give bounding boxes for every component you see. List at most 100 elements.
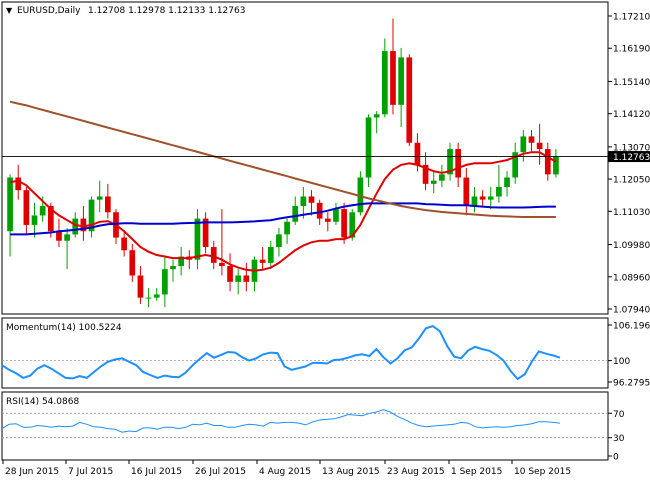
time-tick-label: 16 Jul 2015 [131, 467, 182, 477]
time-tick-label: 10 Sep 2015 [514, 467, 571, 477]
candle-body [227, 266, 233, 282]
candle-group [7, 18, 559, 308]
candle-body [479, 196, 486, 200]
candle-body [23, 190, 30, 225]
momentum-line [1, 324, 561, 381]
candle-body [439, 174, 445, 181]
price-tick-label: 1.15140 [613, 78, 650, 88]
moving-averages [9, 100, 557, 272]
candle-body [194, 218, 201, 260]
time-tick-label: 26 Jul 2015 [195, 467, 246, 477]
momentum-series [1, 324, 608, 381]
candle-body [398, 57, 404, 105]
candle-body [284, 221, 290, 235]
candle-body [300, 196, 307, 206]
candle-body [324, 218, 331, 222]
candle-body [333, 209, 339, 222]
current-price-label: 1.12763 [613, 153, 650, 163]
time-tick-label: 13 Aug 2015 [322, 467, 380, 477]
candle-body [308, 196, 315, 203]
candle-body [487, 196, 494, 200]
ohlc-readout: 1.12708 1.12978 1.12133 1.12763 [88, 6, 245, 16]
candle-body [129, 250, 136, 276]
candle-body [496, 186, 502, 197]
candle-body [276, 234, 282, 248]
candle-body [381, 51, 388, 115]
candle-body [64, 234, 70, 241]
momentum-panel-frame [1, 317, 609, 389]
candle-body [504, 177, 510, 187]
candle-body [373, 114, 380, 118]
candle-body [406, 57, 413, 143]
rsi-tick-label: 30 [613, 434, 625, 444]
candle-body [39, 205, 46, 216]
candle-body [56, 231, 62, 241]
candle-body [72, 218, 79, 235]
price-axis: 1.17210 1.16190 1.15140 1.14120 1.13070 1.120… [608, 13, 650, 316]
candle-body [316, 202, 323, 219]
price-tick-label: 1.08960 [613, 273, 650, 283]
candle-body [178, 256, 185, 267]
candle-body [471, 196, 478, 206]
time-axis: 28 Jun 2015 7 Jul 2015 16 Jul 2015 26 Jul 2… [2, 460, 571, 477]
candle-body [96, 196, 103, 200]
rsi-axis: 70 30 0 [608, 410, 625, 463]
expand-arrow-icon[interactable]: ▼ [6, 6, 13, 15]
candle-body [520, 136, 527, 153]
price-tick-label: 1.07940 [613, 306, 650, 316]
rsi-series [1, 409, 608, 439]
candle-body [137, 275, 144, 298]
momentum-tick-label: 100 [613, 357, 630, 367]
current-price-badge [608, 151, 650, 163]
candle-body [455, 149, 462, 178]
price-tick-label: 1.13070 [613, 143, 650, 153]
rsi-tick-label: 70 [613, 410, 625, 420]
candle-body [243, 275, 250, 282]
candle-body [202, 218, 209, 248]
price-tick-label: 1.16190 [613, 45, 650, 55]
candle-body [553, 156, 559, 175]
candle-body [349, 212, 356, 238]
candle-body [235, 275, 242, 282]
symbol-label: EURUSD,Daily [17, 6, 81, 16]
candle-body [104, 196, 111, 213]
time-tick-label: 28 Jun 2015 [5, 467, 59, 477]
candle-body [292, 205, 299, 222]
ma-mid-line [10, 202, 556, 236]
candle-body [512, 152, 519, 178]
candle-body [259, 259, 266, 263]
price-tick-label: 1.11030 [613, 208, 650, 218]
candle-body [528, 136, 535, 143]
candle-body [15, 177, 22, 191]
candle-body [463, 177, 470, 206]
candle-body [88, 199, 95, 232]
candle-body [390, 51, 396, 105]
candle-body [210, 247, 217, 263]
rsi-tick-label: 0 [613, 453, 619, 463]
time-tick-label: 23 Aug 2015 [387, 467, 445, 477]
candle-body [145, 297, 152, 299]
rsi-line [1, 409, 561, 433]
candle-body [422, 164, 429, 184]
candle-body [447, 149, 453, 175]
candle-body [121, 237, 127, 251]
candle-body [365, 117, 372, 178]
candle-body [170, 266, 176, 270]
price-tick-label: 1.14120 [613, 110, 650, 120]
candle-body [536, 142, 543, 150]
momentum-tick-label: 96.2795 [613, 379, 650, 389]
candle-body [153, 294, 160, 298]
candle-body [544, 149, 551, 175]
time-tick-label: 7 Jul 2015 [68, 467, 113, 477]
candle-body [341, 209, 347, 238]
candle-body [31, 215, 38, 225]
price-tick-label: 1.12050 [613, 176, 650, 186]
candle-body [414, 142, 421, 165]
ma-fast-line [9, 151, 557, 272]
momentum-label: Momentum(14) 100.5224 [6, 323, 122, 333]
ma-slow-line [9, 100, 556, 218]
